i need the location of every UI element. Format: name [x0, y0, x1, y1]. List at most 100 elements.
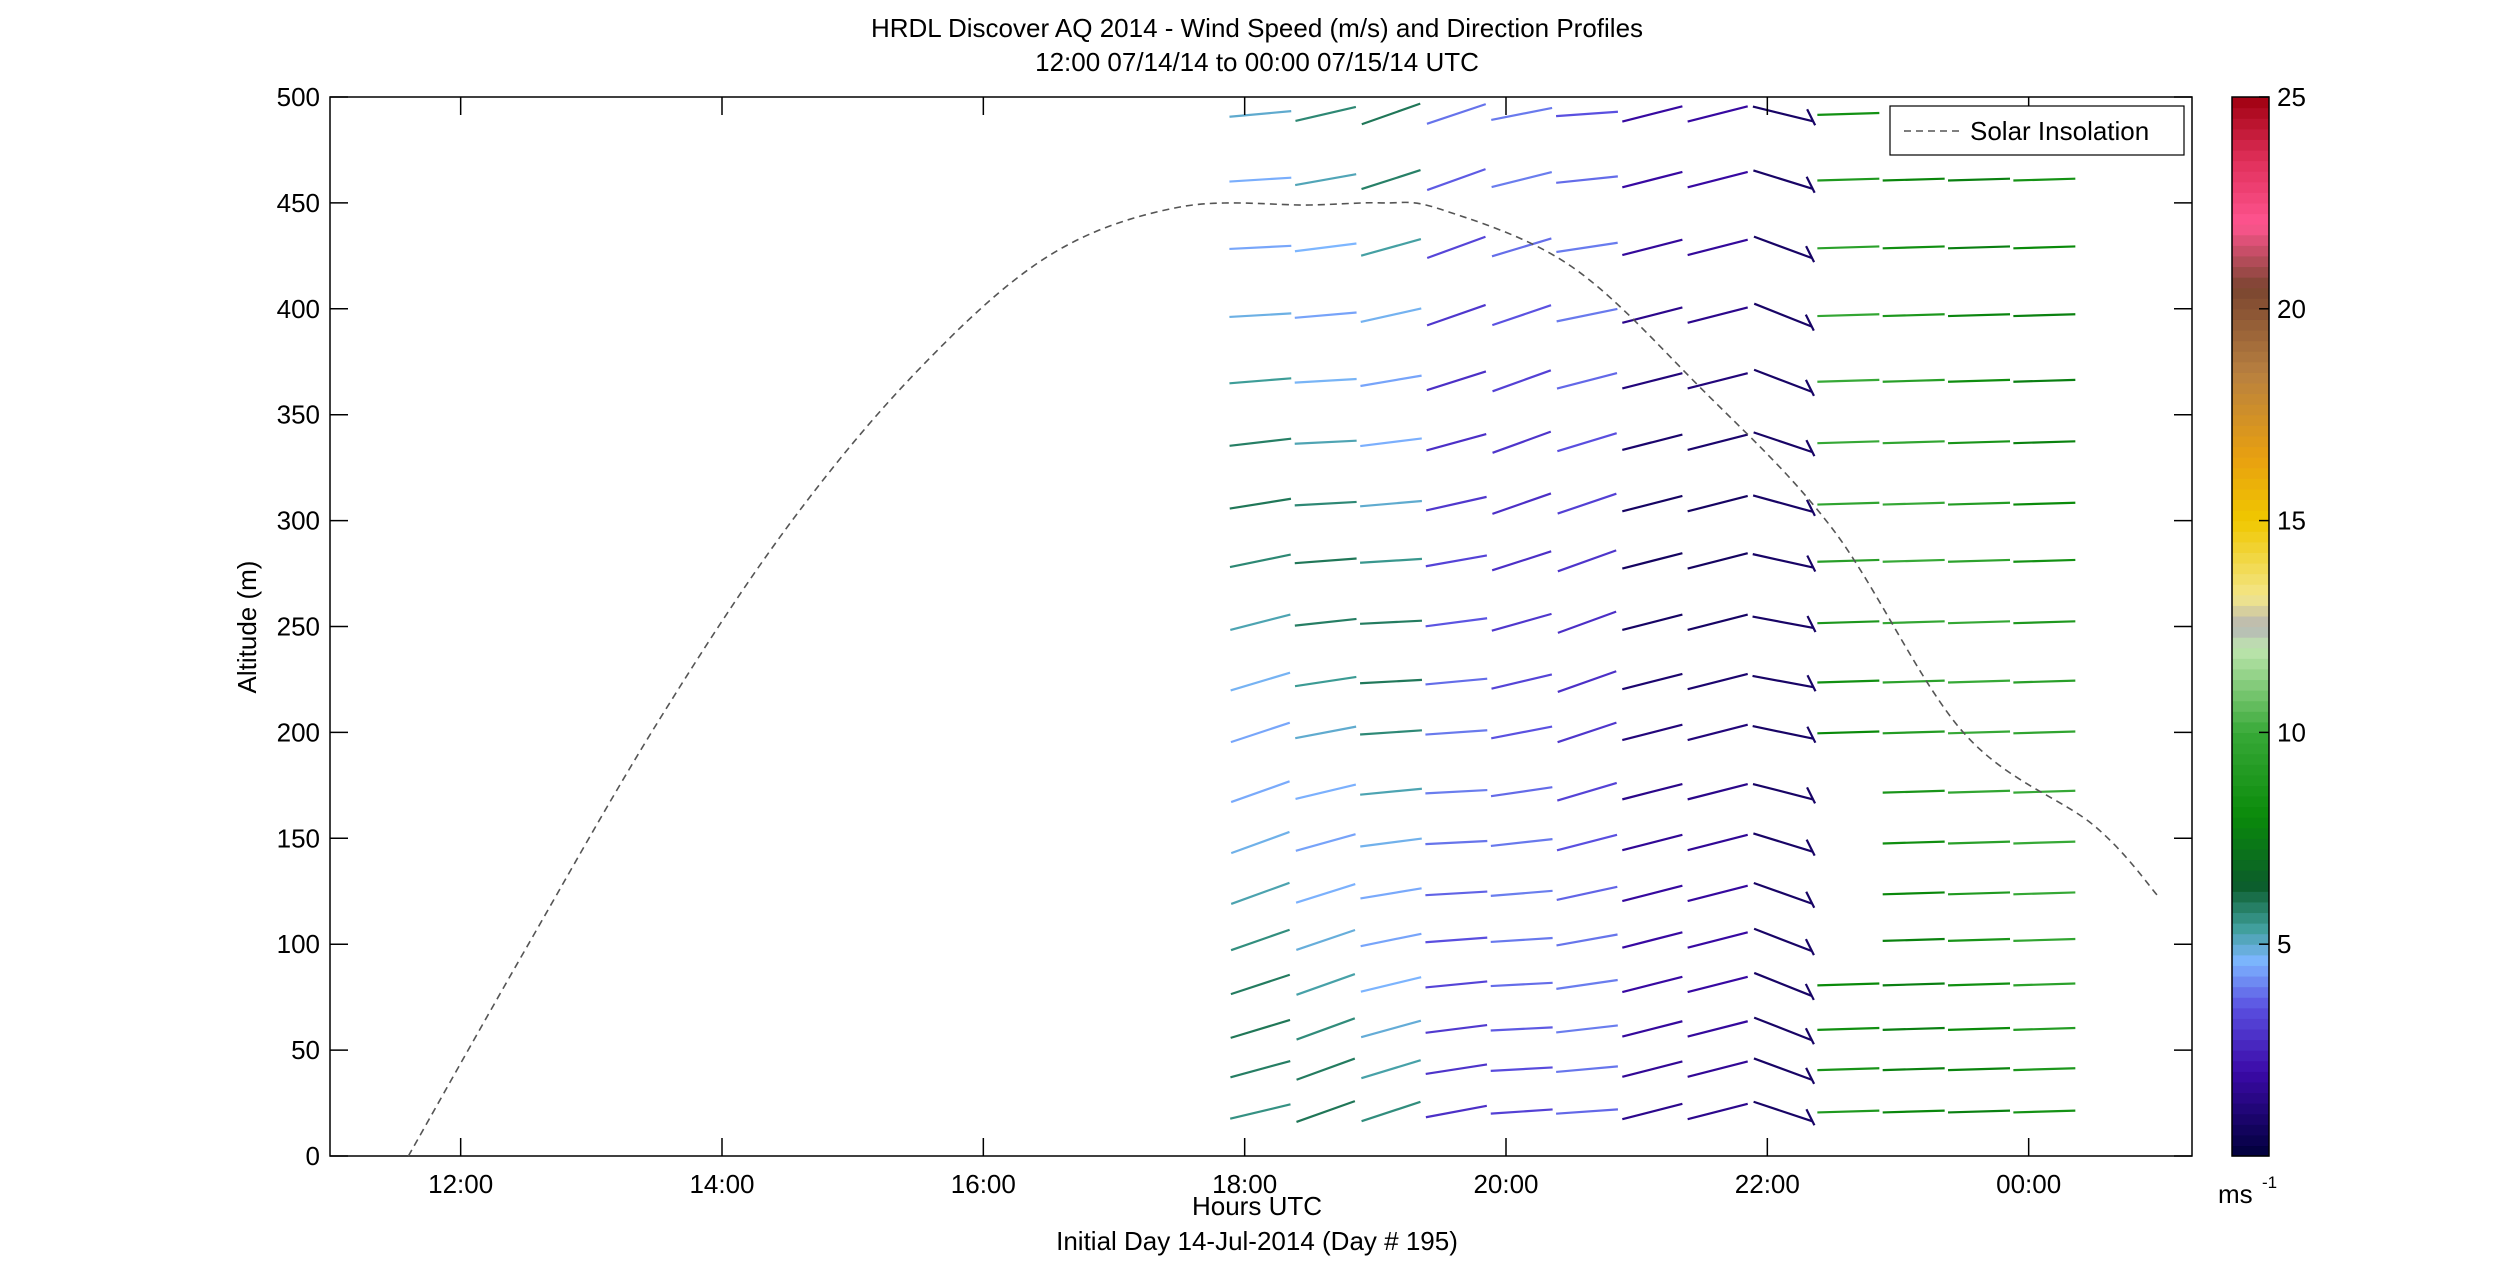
wind-barb [1753, 1016, 1813, 1042]
colorbar-segment [2232, 308, 2269, 320]
wind-barb [1947, 558, 2011, 563]
colorbar-segment [2232, 901, 2269, 914]
wind-barb [1492, 430, 1552, 454]
colorbar-segment [2232, 520, 2269, 532]
wind-barb [1490, 981, 1553, 988]
colorbar-segment [2232, 615, 2269, 628]
wind-barb [1294, 173, 1357, 187]
wind-barb [1229, 497, 1292, 510]
wind-barb [1753, 368, 1813, 393]
colorbar-segment [2232, 986, 2269, 998]
wind-barb [1556, 372, 1618, 390]
colorbar-segment [2232, 848, 2269, 861]
wind-barb [1622, 494, 1683, 513]
wind-barb [1490, 838, 1553, 848]
wind-barb [1360, 976, 1422, 993]
wind-barb [1556, 1065, 1618, 1074]
wind-barb [2013, 378, 2076, 383]
wind-barb [1230, 721, 1291, 744]
wind-barb [1425, 729, 1488, 736]
wind-barb [1425, 1104, 1488, 1119]
colorbar-segment [2232, 192, 2269, 204]
wind-barb [2013, 1067, 2076, 1072]
wind-barb [1882, 558, 1945, 563]
wind-barb [1229, 377, 1292, 385]
wind-barb [1425, 980, 1488, 989]
colorbar-segment [2232, 1028, 2269, 1041]
wind-barb [1360, 307, 1422, 323]
wind-barb [1882, 1109, 1945, 1114]
colorbar-segment [2232, 573, 2269, 585]
y-tick-label: 50 [291, 1035, 320, 1065]
wind-barb [1882, 440, 1945, 445]
wind-barb [1687, 975, 1748, 994]
wind-barb [2013, 937, 2076, 942]
colorbar-segment [2232, 1018, 2269, 1030]
wind-barb [1947, 378, 2011, 383]
wind-barb [1882, 730, 1945, 735]
colorbar-segment [2232, 562, 2269, 575]
colorbar-segment [2232, 923, 2269, 935]
colorbar-tick-label: 25 [2277, 82, 2306, 112]
colorbar-segment [2232, 446, 2269, 458]
colorbar-segment [2232, 478, 2269, 490]
colorbar-segment [2232, 425, 2269, 437]
wind-barb [1556, 175, 1618, 184]
wind-barb [1882, 679, 1945, 684]
wind-barb [2013, 1109, 2076, 1114]
y-tick-label: 500 [277, 82, 320, 112]
wind-barb [1295, 725, 1357, 740]
colorbar-unit-exponent: -1 [2262, 1173, 2277, 1192]
wind-barb [1817, 111, 1880, 116]
wind-barb [1229, 312, 1292, 319]
wind-barb [1294, 500, 1357, 507]
wind-barb [1947, 313, 2011, 318]
wind-barb [1753, 1100, 1813, 1123]
wind-barb [1360, 887, 1422, 900]
wind-barb [1687, 433, 1748, 451]
wind-barb [1947, 1026, 2011, 1031]
colorbar-segment [2232, 435, 2269, 448]
wind-barb [1687, 105, 1748, 123]
wind-barb-tick [1805, 439, 1816, 457]
colorbar-segment [2232, 128, 2269, 140]
wind-barbs [1229, 102, 2076, 1126]
wind-barb [1882, 177, 1945, 182]
wind-barb [1230, 780, 1290, 804]
wind-barb [1491, 304, 1552, 327]
wind-barb [1294, 242, 1357, 253]
colorbar-segment [2232, 97, 2269, 109]
colorbar-segment [2232, 457, 2269, 469]
wind-barb [1294, 617, 1357, 627]
wind-barb [1882, 789, 1945, 794]
wind-barb [1360, 437, 1422, 448]
wind-barb [1817, 177, 1880, 182]
wind-barb [1426, 370, 1487, 392]
colorbar-tick-label: 10 [2277, 717, 2306, 747]
colorbar-segment [2232, 171, 2269, 183]
x-axis-label: Hours UTC [1192, 1191, 1322, 1221]
wind-barb [1947, 789, 2011, 794]
wind-barb [1361, 102, 1421, 126]
wind-barb [1687, 672, 1748, 691]
wind-barb [1295, 783, 1357, 800]
colorbar-segment [2232, 1060, 2269, 1072]
wind-barb [1687, 613, 1748, 631]
wind-barb [1882, 501, 1945, 506]
wind-barb [1817, 378, 1880, 383]
colorbar-segment [2232, 838, 2269, 850]
wind-barb [1752, 553, 1814, 569]
plot-area [329, 96, 2193, 1157]
colorbar-segment [2232, 753, 2269, 765]
wind-barb [1817, 558, 1880, 563]
colorbar-segment [2232, 594, 2269, 606]
wind-barb [1556, 110, 1619, 118]
wind-barb [1753, 927, 1813, 953]
wind-barb [1490, 936, 1553, 944]
wind-barb [1753, 881, 1813, 905]
x-tick-label: 12:00 [428, 1169, 493, 1199]
x-tick-label: 22:00 [1735, 1169, 1800, 1199]
y-tick-label: 0 [306, 1141, 320, 1171]
wind-barb [1425, 1063, 1488, 1075]
